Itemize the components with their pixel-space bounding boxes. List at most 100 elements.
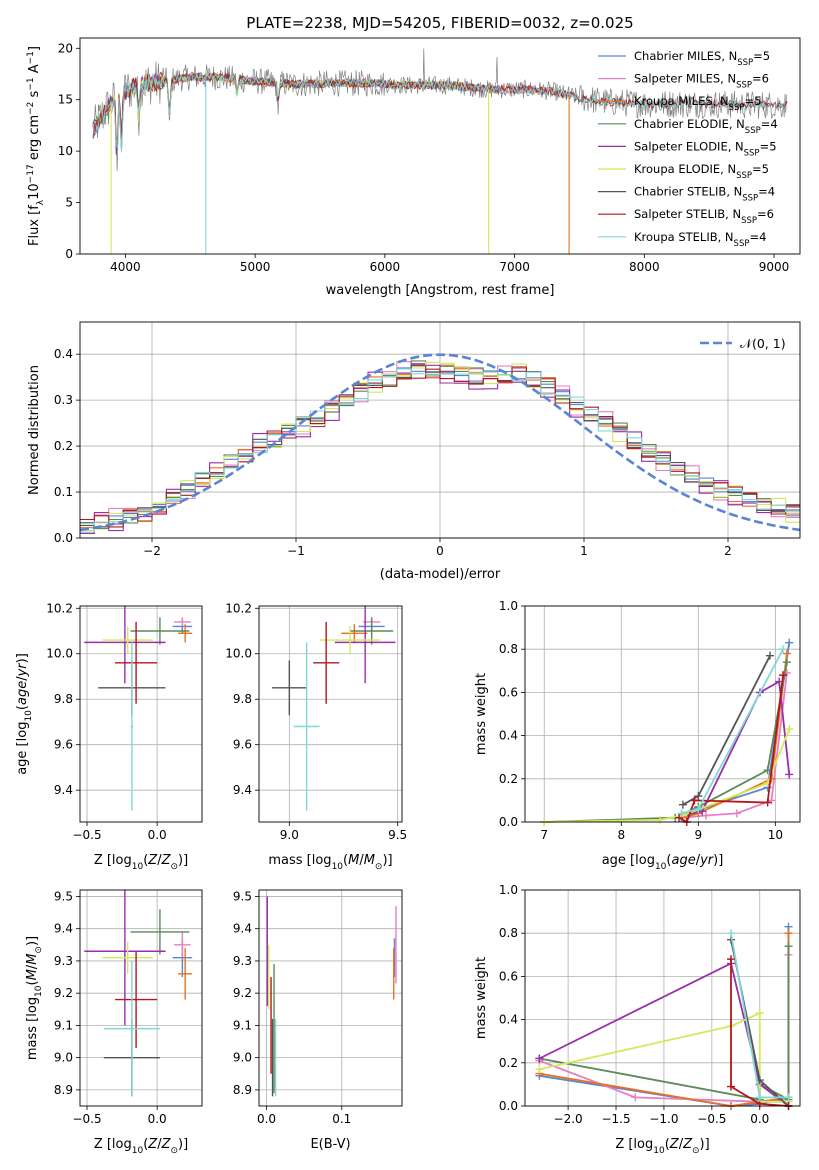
gaussian-curve bbox=[79, 353, 801, 532]
spectrum-legend: Chabrier MILES, NSSP=5 Salpeter MILES, NS… bbox=[598, 49, 778, 249]
y-tick-label: 0.2 bbox=[499, 772, 518, 786]
age-vs-Z-x-label: Z [log10(Z/Z⊙)] bbox=[94, 853, 188, 872]
weight-point-marker bbox=[765, 651, 774, 660]
weight-series-line bbox=[682, 655, 771, 806]
y-tick-label: 0.8 bbox=[499, 642, 518, 656]
y-tick-label: 9.4 bbox=[233, 922, 252, 936]
x-tick-label: −1 bbox=[287, 544, 305, 558]
axes-frame bbox=[524, 605, 801, 823]
weight-vs-Z-y-label: mass weight bbox=[474, 957, 489, 1039]
chart-age-vs-Z: −0.5 0.0 9.4 9.6 9.8 10.0 10.2 Z [log10(Z/Z⊙)] a… bbox=[15, 601, 203, 872]
y-tick-label: 9.0 bbox=[54, 1051, 73, 1065]
y-tick-label: 9.3 bbox=[54, 954, 73, 968]
y-tick-label: 9.8 bbox=[233, 692, 252, 706]
weight-point-marker bbox=[763, 798, 772, 807]
weight-point-marker bbox=[631, 1093, 640, 1102]
panels: 4000 5000 6000 7000 8000 900005101520waveleng… bbox=[15, 37, 801, 1156]
y-tick-label: 9.5 bbox=[54, 889, 73, 903]
y-tick-label: 9.0 bbox=[233, 1051, 252, 1065]
histogram-step-line bbox=[80, 368, 800, 533]
legend-label: 𝒩(0, 1) bbox=[740, 336, 786, 351]
weight-point-marker bbox=[702, 811, 711, 820]
y-tick-label: 0.3 bbox=[54, 393, 73, 407]
y-tick-label: 0.2 bbox=[54, 439, 73, 453]
y-tick-label: 0.4 bbox=[54, 347, 73, 361]
x-tick-label: 9000 bbox=[759, 260, 790, 274]
legend-label: Kroupa ELODIE, NSSP=5 bbox=[634, 162, 769, 181]
y-tick-label: 9.6 bbox=[233, 738, 252, 752]
residuals-y-label: Normed distribution bbox=[27, 365, 42, 495]
y-tick-label: 8.9 bbox=[54, 1083, 73, 1097]
x-tick-label: −1.5 bbox=[601, 1112, 630, 1126]
y-tick-label: 10.0 bbox=[46, 647, 73, 661]
chart-weight-vs-Z: −2.0 −1.5 −1.0 −0.5 0.0 0.0 0.2 0.4 0.6 0.8 1.0 Z [… bbox=[474, 883, 801, 1156]
x-tick-label: 0.1 bbox=[332, 1112, 351, 1126]
x-tick-label: −1.0 bbox=[649, 1112, 678, 1126]
axes-frame bbox=[79, 37, 801, 255]
legend-label: Kroupa STELIB, NSSP=4 bbox=[634, 230, 766, 249]
weight-point-marker bbox=[755, 1093, 764, 1102]
y-tick-label: 9.4 bbox=[233, 783, 252, 797]
weight-point-marker bbox=[785, 638, 794, 647]
weight-point-marker bbox=[785, 770, 794, 779]
weight-point-marker bbox=[727, 1082, 736, 1091]
axes-frame bbox=[79, 321, 801, 539]
y-tick-label: 1.0 bbox=[499, 883, 518, 897]
y-tick-label: 0 bbox=[65, 247, 73, 261]
y-tick-label: 20 bbox=[58, 41, 73, 55]
y-tick-label: 5 bbox=[65, 196, 73, 210]
age-vs-Z-y-label: age [log10(age/yr)] bbox=[15, 653, 34, 775]
legend-label: Chabrier MILES, NSSP=5 bbox=[634, 49, 770, 68]
y-tick-label: 9.1 bbox=[54, 1018, 73, 1032]
figure-title: PLATE=2238, MJD=54205, FIBERID=0032, z=0… bbox=[246, 14, 633, 32]
legend-label: Chabrier STELIB, NSSP=4 bbox=[634, 185, 775, 204]
x-tick-label: 1 bbox=[580, 544, 588, 558]
y-tick-label: 0.2 bbox=[499, 1056, 518, 1070]
weight-point-marker bbox=[782, 658, 791, 667]
chart-weight-vs-age: 7 8 9 10 0.0 0.2 0.4 0.6 0.8 1.0 age [log10(age/yr… bbox=[474, 599, 801, 872]
y-tick-label: 0.4 bbox=[499, 1013, 518, 1027]
y-tick-label: 9.4 bbox=[54, 783, 73, 797]
weight-point-marker bbox=[694, 805, 703, 814]
y-tick-label: 9.2 bbox=[54, 986, 73, 1000]
spectrum-y-label: Flux [fλ10−17 erg cm−2 s−1 A−1] bbox=[26, 46, 46, 246]
weight-point-marker bbox=[690, 796, 699, 805]
x-tick-label: 9 bbox=[694, 828, 702, 842]
weight-point-marker bbox=[655, 815, 664, 824]
legend-label: Salpeter MILES, NSSP=6 bbox=[634, 72, 769, 91]
x-tick-label: −2.0 bbox=[554, 1112, 583, 1126]
y-tick-label: 8.9 bbox=[233, 1083, 252, 1097]
chart-residuals: −2 −1 0 1 2 0.0 0.1 0.2 0.3 0.4 (data-model)/error… bbox=[27, 321, 801, 582]
y-tick-label: 0.6 bbox=[499, 969, 518, 983]
y-tick-label: 10.2 bbox=[46, 601, 73, 615]
y-tick-label: 9.4 bbox=[54, 922, 73, 936]
x-tick-label: 8000 bbox=[629, 260, 660, 274]
x-tick-label: 9.5 bbox=[388, 828, 407, 842]
weight-point-marker bbox=[727, 955, 736, 964]
mass-vs-Z-y-label: mass [log10(M/M⊙)] bbox=[25, 936, 44, 1060]
x-tick-label: 0.0 bbox=[257, 1112, 276, 1126]
y-tick-label: 9.3 bbox=[233, 954, 252, 968]
y-tick-label: 0.4 bbox=[499, 729, 518, 743]
weight-vs-age-y-label: mass weight bbox=[474, 673, 489, 755]
mass-vs-ebv-x-label: E(B-V) bbox=[310, 1137, 350, 1152]
y-tick-label: 0.6 bbox=[499, 685, 518, 699]
x-tick-label: 2 bbox=[724, 544, 732, 558]
weight-point-marker bbox=[677, 809, 686, 818]
weight-point-marker bbox=[535, 1054, 544, 1063]
mass-vs-Z-x-label: Z [log10(Z/Z⊙)] bbox=[94, 1137, 188, 1156]
spectrum-data-line bbox=[92, 48, 787, 171]
y-tick-label: 9.6 bbox=[54, 738, 73, 752]
chart-mass-vs-ebv: 0.0 0.1 8.9 9.0 9.1 9.2 9.3 9.4 9.5 E(B-V) bbox=[233, 889, 403, 1152]
chart-age-vs-mass: 9.0 9.5 9.4 9.6 9.8 10.0 10.2 mass [log10(M/M⊙)… bbox=[225, 601, 407, 872]
x-tick-label: 4000 bbox=[110, 260, 141, 274]
legend-label: Salpeter STELIB, NSSP=6 bbox=[634, 207, 774, 226]
weight-point-marker bbox=[732, 809, 741, 818]
axes-frame bbox=[258, 889, 403, 1107]
y-tick-label: 9.2 bbox=[233, 986, 252, 1000]
spectrum-x-label: wavelength [Angstrom, rest frame] bbox=[326, 283, 555, 298]
x-tick-label: 8 bbox=[617, 828, 625, 842]
y-tick-label: 0.0 bbox=[54, 531, 73, 545]
weight-point-marker bbox=[784, 929, 793, 938]
x-tick-label: −2 bbox=[143, 544, 161, 558]
